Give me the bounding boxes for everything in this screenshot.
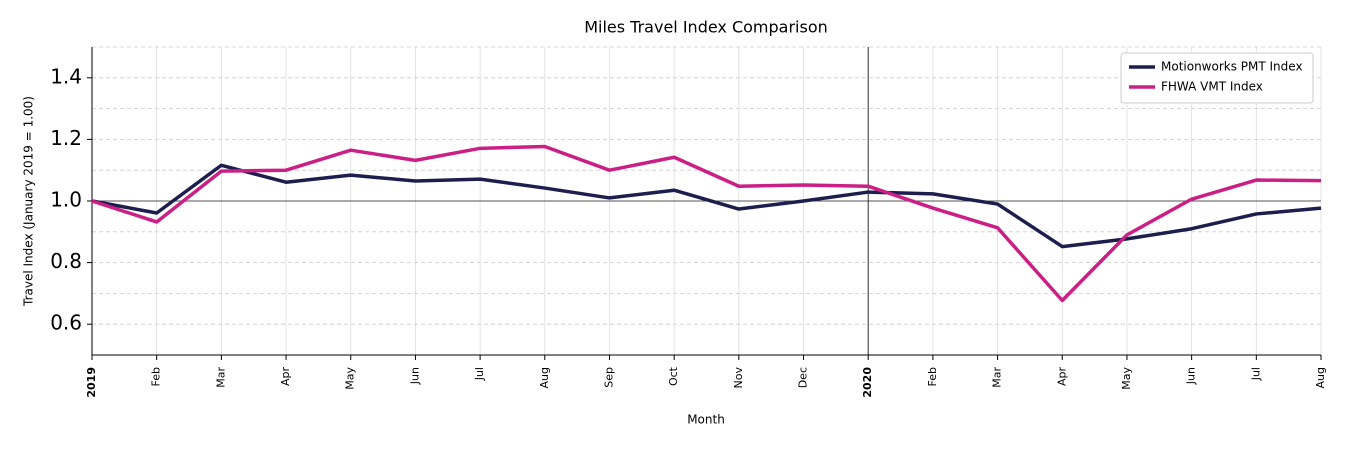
x-tick-label: May: [1120, 367, 1133, 390]
x-tick-label: May: [344, 367, 357, 390]
x-tick-label: 2020: [861, 367, 874, 398]
x-tick-label: Feb: [150, 367, 163, 386]
y-tick-label: 1.2: [50, 126, 82, 150]
x-tick-label: Jun: [1185, 367, 1198, 385]
y-tick-label: 1.4: [50, 64, 82, 88]
y-tick-label: 0.6: [50, 311, 82, 335]
x-tick-label: Aug: [538, 367, 551, 388]
x-tick-label: Mar: [991, 367, 1004, 388]
y-axis-label: Travel Index (January 2019 = 1.00): [22, 96, 36, 307]
y-tick-label: 1.0: [50, 188, 82, 212]
chart-title: Miles Travel Index Comparison: [584, 18, 828, 37]
x-tick-label: Apr: [1055, 367, 1068, 387]
x-tick-label: Jun: [408, 367, 421, 385]
series-line: [91, 144, 1322, 303]
legend-label: Motionworks PMT Index: [1161, 60, 1303, 74]
y-tick-label: 0.8: [50, 249, 82, 273]
x-tick-label: Nov: [732, 367, 745, 389]
x-axis-label: Month: [687, 413, 725, 427]
x-tick-label: Sep: [602, 367, 615, 388]
series-line: [91, 163, 1322, 249]
x-tick-label: Oct: [667, 366, 680, 386]
x-tick-label: Dec: [797, 367, 810, 388]
x-tick-label: Jul: [1249, 367, 1262, 381]
x-tick-label: Jul: [473, 367, 486, 381]
legend-label: FHWA VMT Index: [1161, 80, 1263, 94]
x-tick-label: Aug: [1314, 367, 1327, 388]
x-tick-label: Feb: [926, 367, 939, 386]
x-tick-label: Mar: [214, 367, 227, 388]
legend-box: [1120, 52, 1314, 104]
x-tick-label: Apr: [279, 367, 292, 387]
x-tick-label: 2019: [85, 367, 98, 398]
